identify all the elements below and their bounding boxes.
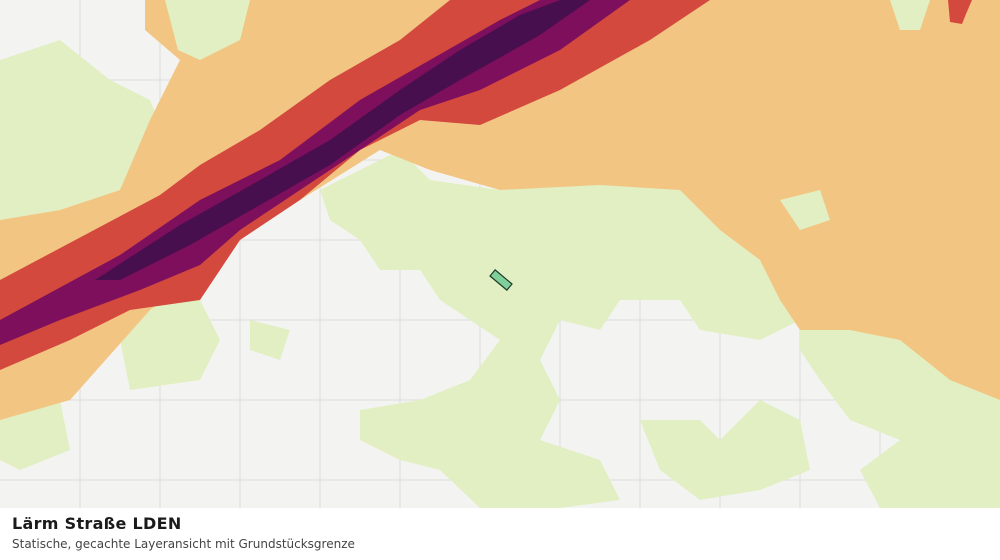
caption: Lärm Straße LDEN Statische, gecachte Lay… bbox=[0, 508, 1000, 560]
map-subtitle: Statische, gecachte Layeransicht mit Gru… bbox=[12, 537, 355, 551]
noise-band-60db bbox=[0, 0, 710, 370]
noise-band-55db bbox=[0, 0, 1000, 420]
noise-map bbox=[0, 0, 1000, 508]
green-overlay bbox=[165, 0, 930, 230]
noise-band-70db bbox=[95, 0, 590, 280]
noise-spot bbox=[948, 0, 972, 24]
parcel-boundary bbox=[489, 269, 513, 291]
map-title: Lärm Straße LDEN bbox=[12, 514, 182, 533]
